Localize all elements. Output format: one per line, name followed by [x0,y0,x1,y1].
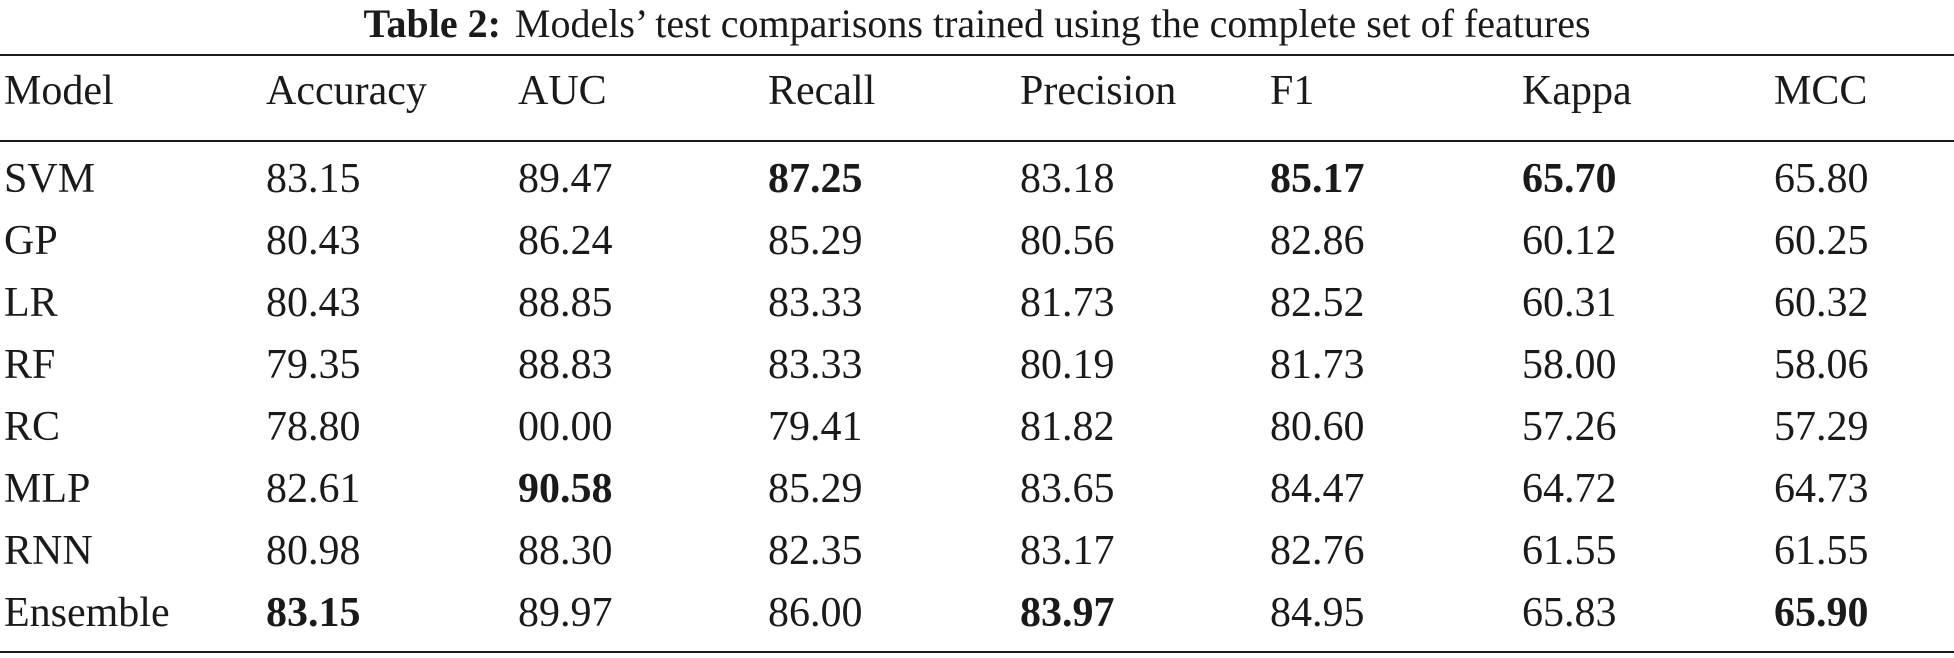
table-row: RNN 80.98 88.30 82.35 83.17 82.76 61.55 61.55 [0,520,1954,582]
metric-cell: 82.35 [768,528,863,574]
metric-cell: 80.60 [1270,404,1365,450]
metric-cell: 78.80 [266,404,361,450]
metric-cell: 64.73 [1774,466,1869,512]
table-top-rule [0,54,1954,56]
metric-cell: 80.43 [266,280,361,326]
table-row: GP 80.43 86.24 85.29 80.56 82.86 60.12 60.25 [0,210,1954,272]
metric-cell: 82.86 [1270,218,1365,264]
metric-cell: 84.95 [1270,590,1365,636]
metric-cell: 88.30 [518,528,613,574]
metric-cell: 57.29 [1774,404,1869,450]
metric-cell: 86.24 [518,218,613,264]
column-header: F1 [1270,68,1315,114]
metric-cell: 83.15 [266,590,361,636]
metric-cell: 81.73 [1020,280,1115,326]
metric-cell: 80.43 [266,218,361,264]
table-caption-label: Table 2: [363,1,501,46]
metric-cell: 84.47 [1270,466,1365,512]
metric-cell: 80.98 [266,528,361,574]
metric-cell: 85.29 [768,466,863,512]
model-name-cell: MLP [4,466,91,512]
metric-cell: 88.85 [518,280,613,326]
metric-cell: 60.32 [1774,280,1869,326]
metric-cell: 81.82 [1020,404,1115,450]
metric-cell: 86.00 [768,590,863,636]
metric-cell: 81.73 [1270,342,1365,388]
column-header: Recall [768,68,876,114]
metric-cell: 89.47 [518,156,613,202]
table-row: Ensemble 83.15 89.97 86.00 83.97 84.95 65.83 65… [0,582,1954,644]
model-name-cell: RC [4,404,61,450]
metric-cell: 61.55 [1522,528,1617,574]
metric-cell: 83.15 [266,156,361,202]
metric-cell: 65.90 [1774,590,1869,636]
metric-cell: 57.26 [1522,404,1617,450]
table-caption-text: Models’ test comparisons trained using t… [514,1,1591,46]
table-row: RC 78.80 00.00 79.41 81.82 80.60 57.26 57.29 [0,396,1954,458]
metric-cell: 65.70 [1522,156,1617,202]
column-header: Model [4,68,114,114]
metric-cell: 87.25 [768,156,863,202]
table-row: RF 79.35 88.83 83.33 80.19 81.73 58.00 58.06 [0,334,1954,396]
metric-cell: 82.76 [1270,528,1365,574]
column-header: Precision [1020,68,1177,114]
table-row: LR 80.43 88.85 83.33 81.73 82.52 60.31 60.32 [0,272,1954,334]
metric-cell: 85.29 [768,218,863,264]
metric-cell: 79.41 [768,404,863,450]
metric-cell: 58.00 [1522,342,1617,388]
metric-cell: 60.25 [1774,218,1869,264]
column-header: Kappa [1522,68,1632,114]
model-name-cell: SVM [4,156,96,202]
metric-cell: 61.55 [1774,528,1869,574]
metric-cell: 82.61 [266,466,361,512]
table-header-rule [0,140,1954,142]
metric-cell: 89.97 [518,590,613,636]
column-header: Accuracy [266,68,427,114]
metric-cell: 85.17 [1270,156,1365,202]
model-name-cell: GP [4,218,58,264]
metric-cell: 88.83 [518,342,613,388]
metric-cell: 83.33 [768,342,863,388]
metric-cell: 83.33 [768,280,863,326]
table-row: MLP 82.61 90.58 85.29 83.65 84.47 64.72 64.73 [0,458,1954,520]
table-header-row: Model Accuracy AUC Recall Precision F1 Kappa MC… [0,60,1954,122]
metric-cell: 82.52 [1270,280,1365,326]
metric-cell: 83.18 [1020,156,1115,202]
metric-cell: 90.58 [518,466,613,512]
model-name-cell: RF [4,342,56,388]
column-header: MCC [1774,68,1868,114]
metric-cell: 83.97 [1020,590,1115,636]
model-name-cell: Ensemble [4,590,170,636]
metric-cell: 64.72 [1522,466,1617,512]
table-row: SVM 83.15 89.47 87.25 83.18 85.17 65.70 65.80 [0,148,1954,210]
metric-cell: 80.19 [1020,342,1115,388]
metric-cell: 80.56 [1020,218,1115,264]
metric-cell: 79.35 [266,342,361,388]
metric-cell: 00.00 [518,404,613,450]
table-caption: Table 2: Models’ test comparisons trained… [0,0,1954,54]
column-header: AUC [518,68,607,114]
model-name-cell: RNN [4,528,93,574]
model-name-cell: LR [4,280,58,326]
metric-cell: 65.80 [1774,156,1869,202]
metric-cell: 65.83 [1522,590,1617,636]
metric-cell: 60.12 [1522,218,1617,264]
table-bottom-rule [0,651,1954,653]
metric-cell: 60.31 [1522,280,1617,326]
metric-cell: 83.17 [1020,528,1115,574]
metric-cell: 58.06 [1774,342,1869,388]
metric-cell: 83.65 [1020,466,1115,512]
